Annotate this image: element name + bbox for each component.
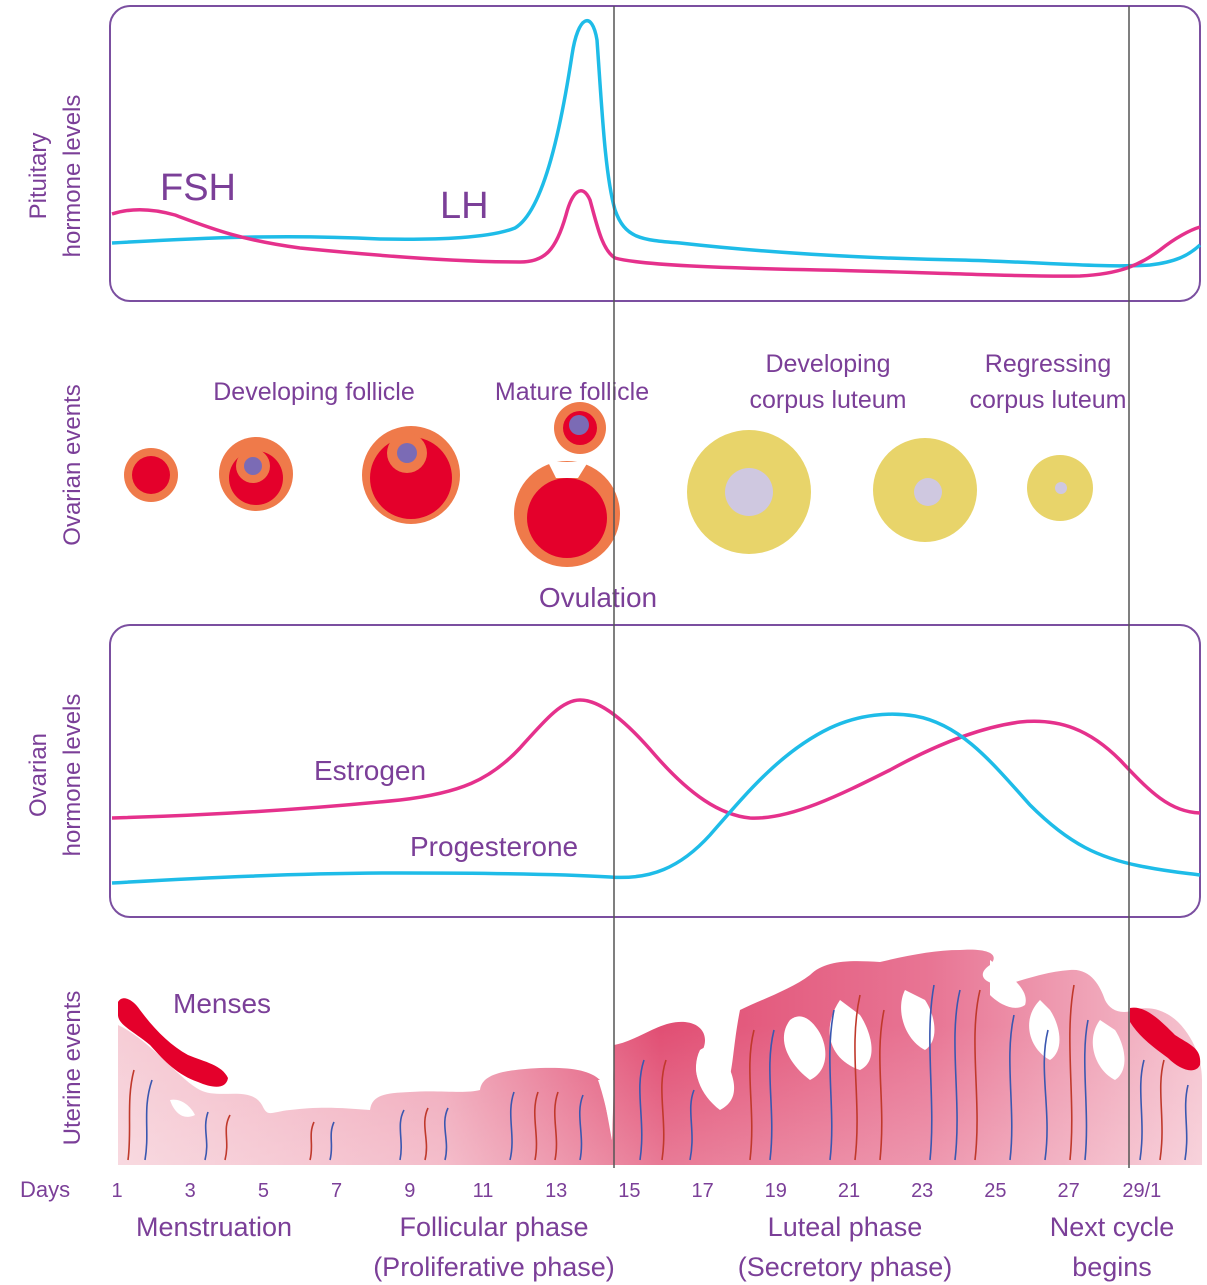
day-tick-11: 11 [473, 1180, 494, 1202]
mature-follicle [514, 402, 620, 567]
menstruation-label: Menstruation [136, 1212, 292, 1242]
menses-clot-left [118, 998, 228, 1087]
day-tick-15: 15 [618, 1180, 640, 1202]
day-tick-9: 9 [404, 1180, 415, 1202]
fsh-curve [111, 189, 1201, 278]
regressing-corpus-luteum-label-2: corpus luteum [969, 386, 1126, 414]
day-tick-17: 17 [691, 1180, 713, 1202]
developing-corpus-luteum [687, 430, 811, 554]
day-tick-25: 25 [984, 1180, 1006, 1202]
regressing-corpus-luteum [1027, 455, 1093, 521]
pituitary-label-line2: hormone levels [59, 95, 86, 258]
day-tick-5: 5 [258, 1180, 269, 1202]
ovarian-hormone-panel: Ovarian hormone levels Estrogen Progeste… [25, 624, 1201, 918]
primordial-follicle [124, 448, 178, 502]
lh-curve [111, 19, 1202, 268]
regressing-corpus-luteum-label-1: Regressing [985, 350, 1111, 378]
mature-follicle-label: Mature follicle [495, 378, 649, 406]
menses-label: Menses [173, 988, 271, 1019]
uterine-panel: Uterine events [59, 949, 1202, 1165]
day-tick-13: 13 [545, 1180, 567, 1202]
progesterone-label: Progesterone [410, 831, 578, 862]
next-cycle-begins-label: begins [1072, 1252, 1152, 1282]
days-axis: Days 1 3 5 7 9 11 13 15 17 19 21 23 25 27 29/1 [20, 1177, 1161, 1202]
fsh-label: FSH [160, 167, 236, 209]
ovarian-events-label: Ovarian events [59, 384, 86, 545]
day-tick-labels: 1 3 5 7 9 11 13 15 17 19 21 23 25 27 29/1 [111, 1180, 1161, 1202]
progesterone-curve [111, 712, 1201, 885]
pituitary-label-line1: Pituitary [25, 133, 52, 220]
proliferative-phase-label: (Proliferative phase) [373, 1252, 615, 1282]
developing-corpus-luteum-label-2: corpus luteum [749, 386, 906, 414]
follicular-phase-label: Follicular phase [399, 1212, 588, 1242]
secretory-glands [170, 960, 1125, 1140]
secretory-phase-label: (Secretory phase) [738, 1252, 953, 1282]
day-tick-3: 3 [185, 1180, 196, 1202]
ovarian-events-panel: Ovarian events Developing follicle Matur… [59, 350, 1127, 613]
ovarian-hormone-label-line1: Ovarian [25, 733, 52, 817]
pituitary-frame [109, 5, 1201, 302]
primary-follicle [219, 437, 293, 511]
ovarian-hormone-label-line2: hormone levels [59, 694, 86, 857]
day-tick-7: 7 [331, 1180, 342, 1202]
estrogen-curve [111, 698, 1201, 820]
developing-corpus-luteum-label-1: Developing [765, 350, 890, 378]
day-tick-21: 21 [838, 1180, 860, 1202]
luteal-phase-label: Luteal phase [768, 1212, 923, 1242]
ovarian-hormone-frame [109, 624, 1201, 918]
day-tick-1: 1 [111, 1180, 122, 1202]
ovulation-label: Ovulation [539, 582, 657, 613]
developing-follicle-label: Developing follicle [213, 378, 415, 406]
secondary-follicle [362, 426, 460, 524]
day-tick-19: 19 [765, 1180, 787, 1202]
pituitary-panel: Pituitary hormone levels FSH LH [25, 5, 1202, 302]
estrogen-label: Estrogen [314, 755, 426, 786]
day-tick-23: 23 [911, 1180, 933, 1202]
blood-vessels [127, 984, 1189, 1161]
day-tick-29-1: 29/1 [1122, 1180, 1161, 1202]
days-label: Days [20, 1177, 70, 1202]
uterine-events-label: Uterine events [59, 991, 86, 1146]
phase-labels: Menstruation Follicular phase (Prolifera… [136, 1212, 1174, 1282]
day-tick-27: 27 [1057, 1180, 1079, 1202]
menses-clot-right [1130, 1007, 1201, 1071]
next-cycle-label: Next cycle [1050, 1212, 1175, 1242]
lh-label: LH [440, 185, 489, 227]
corpus-luteum [873, 438, 977, 542]
